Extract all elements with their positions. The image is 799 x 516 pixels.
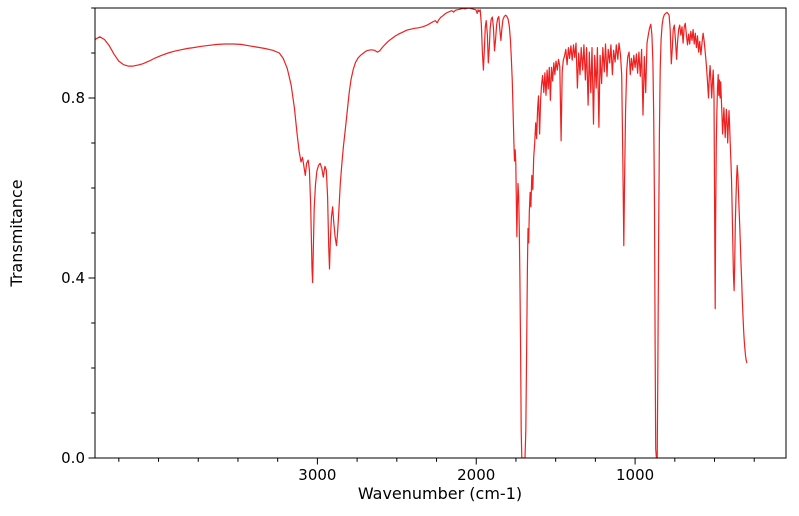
x-tick-label: 2000 <box>457 466 495 484</box>
y-tick-label: 0.4 <box>61 269 85 287</box>
series-layer <box>95 8 748 458</box>
y-tick-label: 0.0 <box>61 449 85 467</box>
y-axis-title: Transmitance <box>7 179 26 287</box>
x-tick-label: 1000 <box>616 466 654 484</box>
plot-frame <box>94 7 787 459</box>
y-tick-label: 0.8 <box>61 89 85 107</box>
spectrum-line <box>95 8 748 458</box>
tick-layer: 3000 2000 1000 0.0 0.4 0.8 <box>61 7 755 484</box>
x-tick-label: 3000 <box>298 466 336 484</box>
x-axis-title: Wavenumber (cm-1) <box>358 484 522 503</box>
